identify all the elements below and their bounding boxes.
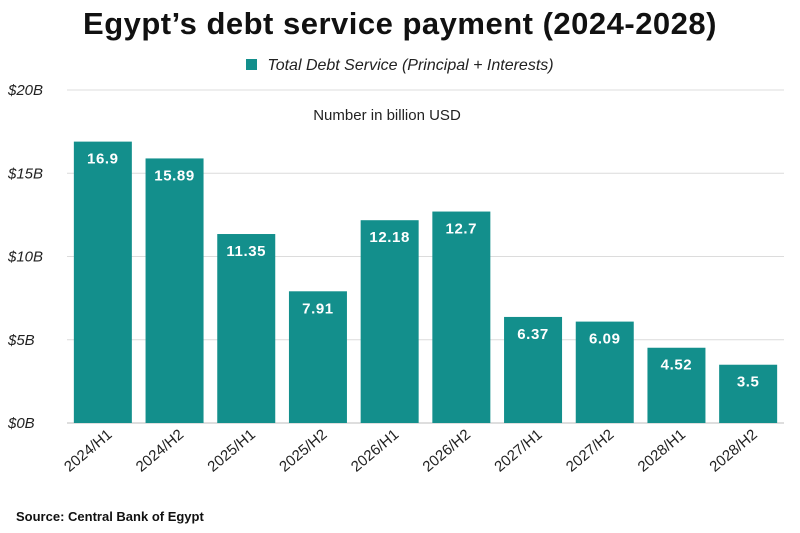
bar-2025/H1 [217,234,276,423]
legend: Total Debt Service (Principal + Interest… [0,57,800,75]
x-tick-label: 2027/H1 [491,426,545,475]
chart-title: Egypt’s debt service payment (2024-2028) [83,6,717,41]
x-tick-label: 2025/H2 [276,426,330,475]
bar-2027/H1 [504,316,563,423]
data-label: 15.89 [154,167,195,184]
y-tick-label: $10B [7,249,43,266]
bar-2028/H1 [647,347,706,423]
x-tick-label: 2027/H2 [563,426,617,475]
data-label: 3.5 [737,374,760,391]
data-label: 12.7 [446,221,478,238]
bar-2027/H2 [575,321,634,423]
x-tick-label: 2026/H1 [348,426,402,475]
x-tick-label: 2024/H1 [61,426,115,475]
x-tick-label: 2025/H1 [204,426,258,475]
x-tick-label: 2024/H2 [133,426,187,475]
y-tick-label: $20B [7,82,43,99]
data-label: 4.52 [661,357,693,374]
data-label: 11.35 [226,243,266,260]
legend-label: Total Debt Service (Principal + Interest… [267,57,554,74]
bar-2025/H2 [288,291,347,423]
chart-subtitle: Number in billion USD [313,107,461,124]
y-tick-label: $0B [7,415,35,432]
y-tick-label: $15B [7,165,43,182]
source-note: Source: Central Bank of Egypt [16,509,204,524]
bar-2026/H2 [432,211,491,423]
y-tick-label: $5B [7,332,35,349]
y-axis-ticks: $0B $5B $10B $15B $20B [7,82,43,432]
bar-2028/H2 [719,364,778,423]
data-label: 6.09 [589,331,621,348]
bar-2024/H1 [73,141,132,424]
x-tick-label: 2028/H1 [635,426,689,475]
bars [73,141,778,424]
x-tick-label: 2026/H2 [420,426,474,475]
bar-2026/H1 [360,220,419,423]
bar-2024/H2 [145,158,204,423]
data-label: 12.18 [369,229,410,246]
legend-swatch [246,59,258,70]
data-labels: 16.9 15.89 11.35 7.91 12.18 12.7 6.37 6.09 4.52 3… [87,151,759,391]
x-tick-label: 2028/H2 [706,426,760,475]
data-label: 16.9 [87,151,119,168]
data-label: 6.37 [517,326,549,343]
x-axis-ticks: 2024/H1 2024/H2 2025/H1 2025/H2 2026/H1 2026/… [61,426,761,475]
data-label: 7.91 [302,300,334,317]
